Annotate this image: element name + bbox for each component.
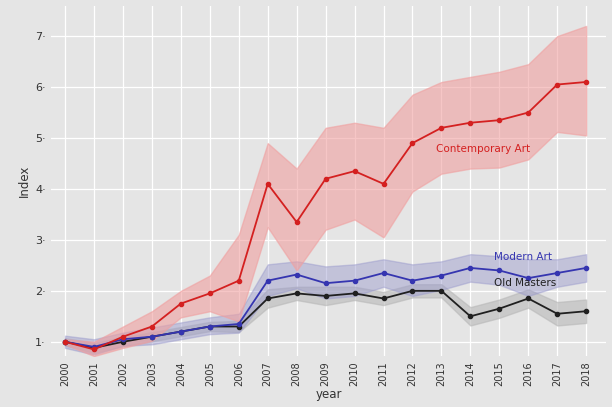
X-axis label: year: year: [315, 388, 341, 401]
Text: Old Masters: Old Masters: [493, 278, 556, 288]
Text: Modern Art: Modern Art: [493, 252, 551, 262]
Y-axis label: Index: Index: [18, 164, 31, 197]
Text: Contemporary Art: Contemporary Art: [436, 144, 530, 154]
